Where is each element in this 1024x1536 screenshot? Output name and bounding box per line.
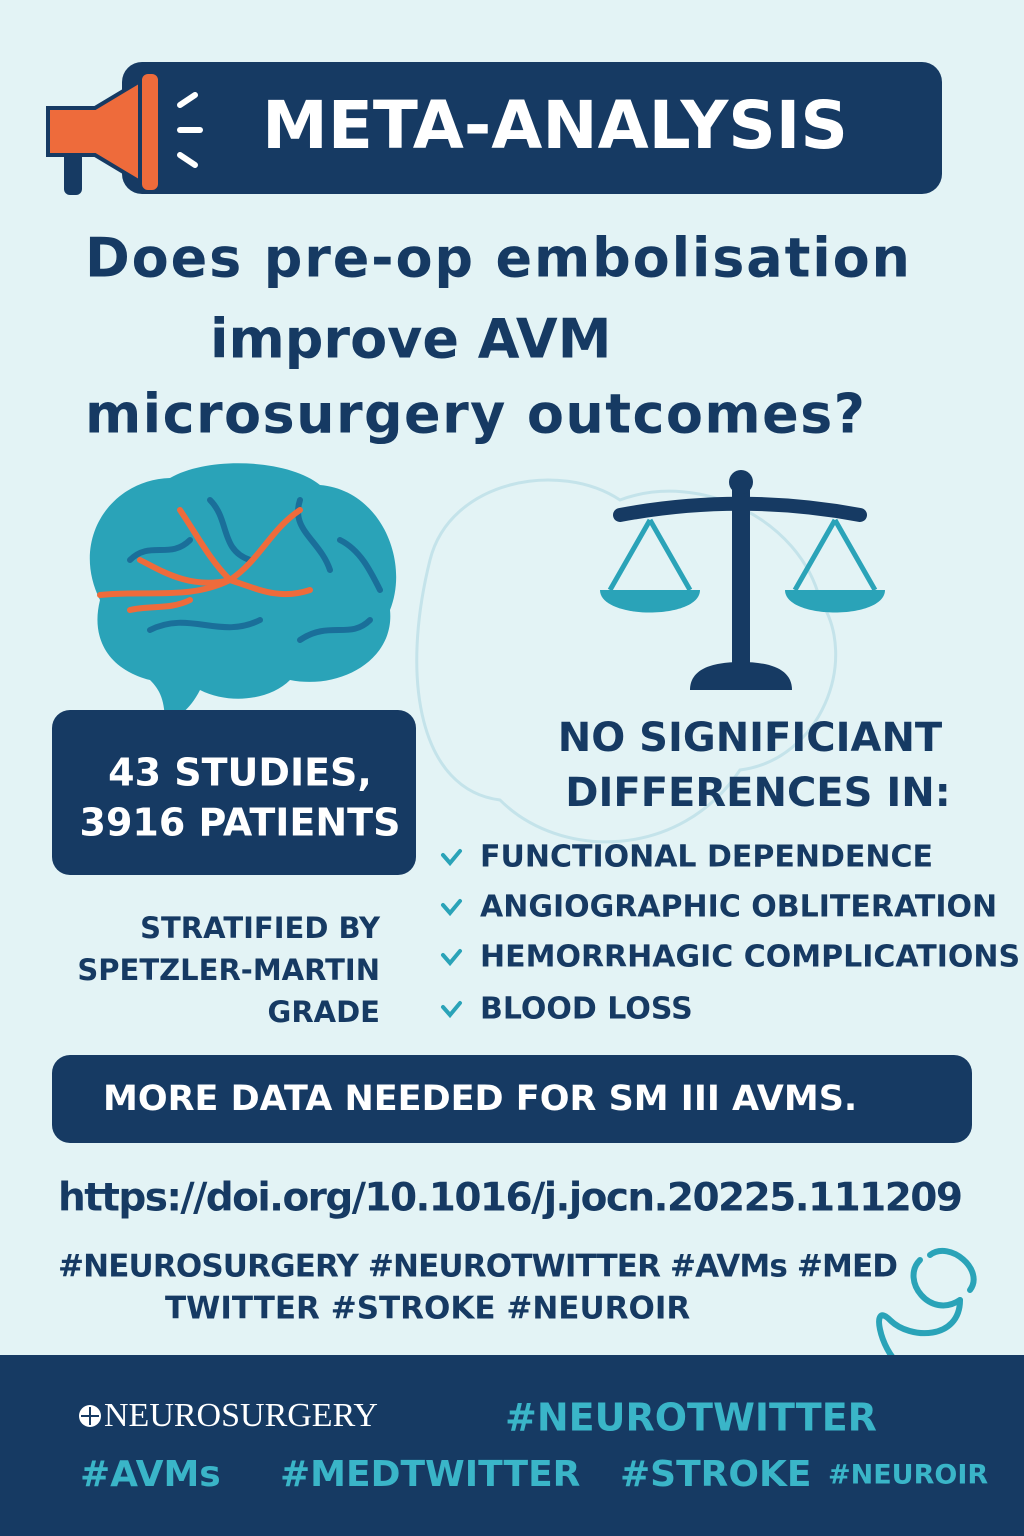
doi-link: https://doi.org/10.1016/j.jocn.20225.111… xyxy=(58,1176,963,1221)
stratified-line: GRADE xyxy=(268,995,380,1029)
question-line: microsurgery outcomes? xyxy=(85,383,865,446)
conclusion-box xyxy=(52,1055,972,1143)
footer-tag: #NEUROTWITTER xyxy=(505,1396,877,1440)
brand-name: NEUROSURGERY xyxy=(104,1397,378,1434)
brain-icon xyxy=(89,463,397,725)
scales-icon xyxy=(600,470,885,690)
stratified-line: STRATIFIED BY xyxy=(140,911,381,945)
check-icon xyxy=(441,1001,462,1019)
megaphone-icon xyxy=(46,70,203,195)
conclusion-text: MORE DATA NEEDED FOR SM III AVMS. xyxy=(103,1079,857,1119)
footer-tag: #NEUROIR xyxy=(828,1460,988,1491)
footer-tag: #AVMs xyxy=(80,1454,221,1495)
findings-heading: DIFFERENCES IN: xyxy=(565,770,950,816)
footer-tag: #MEDTWITTER xyxy=(280,1454,580,1495)
footer xyxy=(0,1355,1024,1536)
finding-item: ANGIOGRAPHIC OBLITERATION xyxy=(480,890,997,925)
finding-item: BLOOD LOSS xyxy=(480,992,693,1027)
findings-heading: NO SIGNIFICIANT xyxy=(558,715,943,761)
hashtag-line: #NEUROSURGERY #NEUROTWITTER #AVMs #MED xyxy=(58,1249,898,1285)
hashtag-line: TWITTER #STROKE #NEUROIR xyxy=(165,1291,690,1327)
header-badge xyxy=(122,62,942,194)
stats-box xyxy=(52,710,416,875)
stats-line: 43 STUDIES, xyxy=(108,751,372,795)
stratified-line: SPETZLER-MARTIN xyxy=(77,953,380,987)
check-icon xyxy=(441,899,462,917)
check-icon xyxy=(441,849,462,867)
badge-title: META-ANALYSIS xyxy=(262,87,848,164)
footer-tag: #STROKE xyxy=(620,1454,811,1495)
stats-line: 3916 PATIENTS xyxy=(80,801,401,845)
findings-list: FUNCTIONAL DEPENDENCE ANGIOGRAPHIC OBLITE… xyxy=(441,840,1020,1027)
brand-logo xyxy=(79,1405,101,1427)
finding-item: FUNCTIONAL DEPENDENCE xyxy=(480,840,933,875)
question-line: Does pre-op embolisation xyxy=(85,227,910,290)
question-line: improve AVM xyxy=(210,308,611,371)
finding-item: HEMORRHAGIC COMPLICATIONS xyxy=(480,940,1020,975)
background-brain xyxy=(415,478,838,844)
check-icon xyxy=(441,949,462,967)
